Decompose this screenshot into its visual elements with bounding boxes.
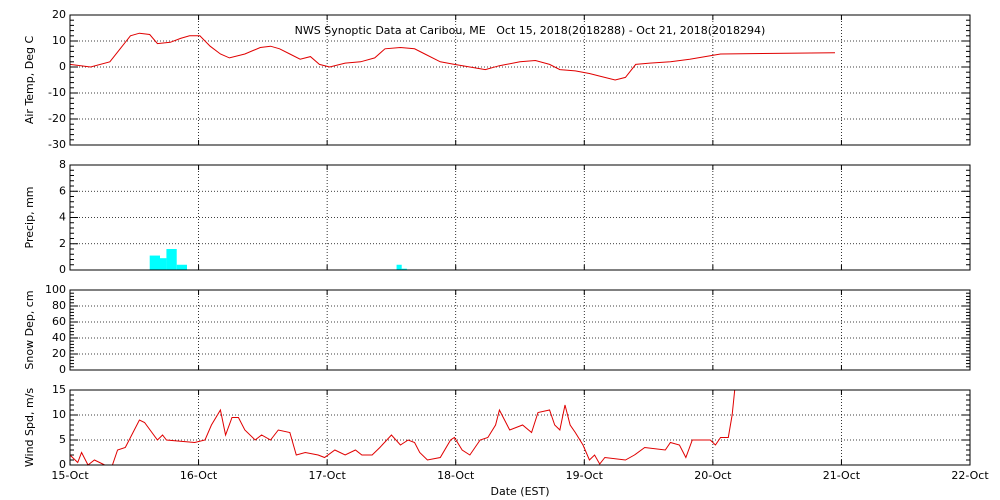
y-tick-label: 0 bbox=[59, 363, 66, 376]
y-tick-label: 10 bbox=[52, 34, 66, 47]
plot-frame bbox=[69, 289, 971, 371]
y-tick-label: 60 bbox=[52, 315, 66, 328]
y-tick-label: 2 bbox=[59, 237, 66, 250]
precip-bar bbox=[396, 264, 402, 270]
y-tick-label: 100 bbox=[45, 283, 66, 296]
plot-frame bbox=[69, 14, 971, 146]
x-tick-label: 20-Oct bbox=[694, 469, 732, 482]
y-tick-label: 15 bbox=[52, 383, 66, 396]
precip-bar bbox=[149, 255, 160, 270]
precip-bar bbox=[176, 264, 187, 270]
plot-frame bbox=[69, 389, 971, 466]
x-tick-label: 15-Oct bbox=[51, 469, 89, 482]
y-tick-label: 0 bbox=[59, 263, 66, 276]
x-axis-label: Date (EST) bbox=[490, 485, 549, 498]
line-series bbox=[69, 389, 736, 466]
x-tick-label: 21-Oct bbox=[823, 469, 861, 482]
y-tick-label: 8 bbox=[59, 158, 66, 171]
precip-bar bbox=[166, 249, 177, 270]
precip-bar bbox=[401, 268, 407, 270]
y-axis-label: Wind Spd, m/s bbox=[23, 388, 36, 468]
x-tick-label: 22-Oct bbox=[951, 469, 989, 482]
y-tick-label: -30 bbox=[48, 138, 66, 151]
x-tick-label: 18-Oct bbox=[437, 469, 475, 482]
y-tick-label: 80 bbox=[52, 299, 66, 312]
y-tick-label: 0 bbox=[59, 458, 66, 471]
x-tick-label: 16-Oct bbox=[180, 469, 218, 482]
y-tick-label: 4 bbox=[59, 211, 66, 224]
y-tick-label: 10 bbox=[52, 408, 66, 421]
y-axis-label: Air Temp, Deg C bbox=[23, 36, 36, 125]
y-tick-label: -20 bbox=[48, 112, 66, 125]
y-tick-label: 20 bbox=[52, 347, 66, 360]
y-tick-label: -10 bbox=[48, 86, 66, 99]
chart-title: NWS Synoptic Data at Caribou, ME Oct 15,… bbox=[295, 24, 766, 37]
plot-frame bbox=[69, 164, 971, 271]
x-tick-label: 17-Oct bbox=[308, 469, 346, 482]
y-tick-label: 20 bbox=[52, 8, 66, 21]
y-axis-label: Precip, mm bbox=[23, 187, 36, 249]
y-axis-label: Snow Dep, cm bbox=[23, 290, 36, 369]
precip-bar bbox=[160, 258, 167, 270]
y-tick-label: 0 bbox=[59, 60, 66, 73]
line-series bbox=[69, 32, 836, 81]
x-tick-label: 19-Oct bbox=[566, 469, 604, 482]
y-tick-label: 5 bbox=[59, 433, 66, 446]
y-tick-label: 6 bbox=[59, 184, 66, 197]
y-tick-label: 40 bbox=[52, 331, 66, 344]
